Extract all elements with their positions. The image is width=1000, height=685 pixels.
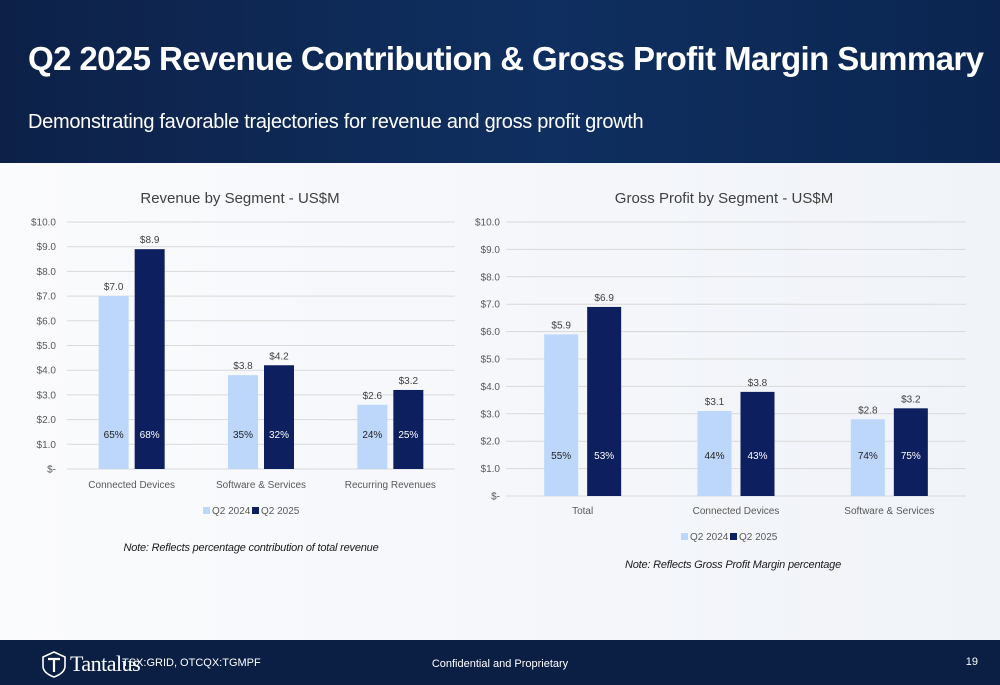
- x-category-label: Total: [572, 506, 593, 517]
- y-tick-label: $7.0: [481, 300, 501, 311]
- page-number: 19: [965, 656, 978, 668]
- shield-logo-icon: [42, 651, 66, 678]
- legend-swatch: [252, 507, 259, 514]
- y-tick-label: $4.0: [481, 382, 501, 393]
- percent-label: 35%: [233, 430, 253, 441]
- percent-label: 53%: [594, 451, 614, 462]
- value-label: $4.2: [269, 351, 289, 362]
- y-tick-label: $8.0: [37, 267, 57, 278]
- value-label: $7.0: [104, 282, 124, 293]
- bar-q2-2024: [228, 375, 258, 469]
- percent-label: 44%: [704, 451, 724, 462]
- legend-label: Q2 2025: [261, 506, 300, 517]
- page-subtitle: Demonstrating favorable trajectories for…: [28, 111, 644, 133]
- y-tick-label: $8.0: [481, 272, 501, 283]
- bar-q2-2024: [544, 334, 579, 496]
- y-tick-label: $5.0: [481, 355, 501, 366]
- bar-q2-2025: [893, 408, 928, 496]
- y-tick-label: $6.0: [37, 316, 57, 327]
- value-label: $3.2: [901, 394, 921, 405]
- value-label: $3.8: [233, 361, 253, 372]
- confidential-label: Confidential and Proprietary: [431, 658, 569, 670]
- legend-label: Q2 2024: [690, 532, 729, 543]
- percent-label: 24%: [362, 430, 382, 441]
- logo-text: Tantalus: [70, 651, 141, 676]
- gross-profit-note: Note: Reflects Gross Profit Margin perce…: [625, 559, 841, 571]
- percent-label: 74%: [858, 451, 878, 462]
- legend-label: Q2 2025: [739, 532, 778, 543]
- y-tick-label: $9.0: [481, 245, 501, 256]
- y-tick-label: $3.0: [481, 409, 501, 420]
- value-label: $2.6: [363, 391, 383, 402]
- bar-q2-2025: [393, 389, 424, 469]
- y-tick-label: $7.0: [37, 292, 57, 303]
- y-tick-label: $9.0: [37, 242, 57, 253]
- bar-q2-2025: [740, 391, 775, 496]
- chart-title: Revenue by Segment - US$M: [140, 190, 339, 207]
- footer: Tantalus TSX:GRID, OTCQX:TGMPF Confident…: [0, 640, 1000, 685]
- y-tick-label: $4.0: [37, 366, 57, 377]
- bar-q2-2025: [264, 365, 294, 469]
- y-tick-label: $2.0: [37, 415, 57, 426]
- percent-label: 68%: [140, 430, 160, 441]
- bar-q2-2025: [134, 249, 165, 469]
- value-label: $2.8: [858, 405, 878, 416]
- bar-q2-2025: [587, 306, 622, 496]
- header-banner: Q2 2025 Revenue Contribution & Gross Pro…: [0, 0, 1000, 163]
- gross-profit-chart: Gross Profit by Segment - US$M $- $1.0 $2.0…: [475, 190, 966, 543]
- bar-q2-2024: [850, 419, 885, 496]
- value-label: $6.9: [594, 293, 614, 304]
- company-logo: Tantalus: [40, 650, 141, 678]
- y-tick-label: $3.0: [37, 390, 57, 401]
- x-category-label: Software & Services: [844, 506, 934, 517]
- y-tick-label: $5.0: [37, 341, 57, 352]
- value-label: $3.2: [399, 376, 419, 387]
- bar-q2-2024: [697, 411, 732, 496]
- legend-swatch: [203, 507, 210, 514]
- y-tick-label: $6.0: [481, 327, 501, 338]
- y-tick-label: $-: [47, 465, 56, 476]
- value-label: $8.9: [140, 235, 160, 246]
- y-tick-label: $-: [491, 492, 500, 503]
- percent-label: 32%: [269, 430, 289, 441]
- page-title: Q2 2025 Revenue Contribution & Gross Pro…: [28, 40, 984, 77]
- chart-title: Gross Profit by Segment - US$M: [615, 190, 833, 207]
- percent-label: 75%: [901, 451, 921, 462]
- bar-q2-2024: [98, 296, 129, 469]
- value-label: $5.9: [551, 320, 571, 331]
- x-category-label: Connected Devices: [693, 506, 780, 517]
- y-tick-label: $10.0: [475, 218, 500, 229]
- legend-label: Q2 2024: [212, 506, 251, 517]
- value-label: $3.1: [705, 397, 725, 408]
- y-tick-label: $10.0: [31, 218, 56, 229]
- x-category-label: Software & Services: [216, 480, 306, 491]
- percent-label: 55%: [551, 451, 571, 462]
- y-tick-label: $1.0: [37, 440, 57, 451]
- x-category-label: Recurring Revenues: [345, 480, 436, 491]
- percent-label: 65%: [104, 430, 124, 441]
- revenue-note: Note: Reflects percentage contribution o…: [123, 542, 379, 554]
- chart-area: [0, 163, 1000, 640]
- percent-label: 25%: [398, 430, 418, 441]
- legend-swatch: [730, 533, 737, 540]
- x-category-label: Connected Devices: [88, 480, 175, 491]
- bar-q2-2024: [357, 404, 388, 469]
- y-tick-label: $2.0: [481, 437, 501, 448]
- value-label: $3.8: [748, 378, 768, 389]
- legend-swatch: [681, 533, 688, 540]
- ticker-symbols: TSX:GRID, OTCQX:TGMPF: [122, 657, 261, 669]
- y-tick-label: $1.0: [481, 464, 501, 475]
- revenue-chart: Revenue by Segment - US$M $- $1.0 $2.0 $3.0 $…: [31, 190, 455, 517]
- percent-label: 43%: [747, 451, 767, 462]
